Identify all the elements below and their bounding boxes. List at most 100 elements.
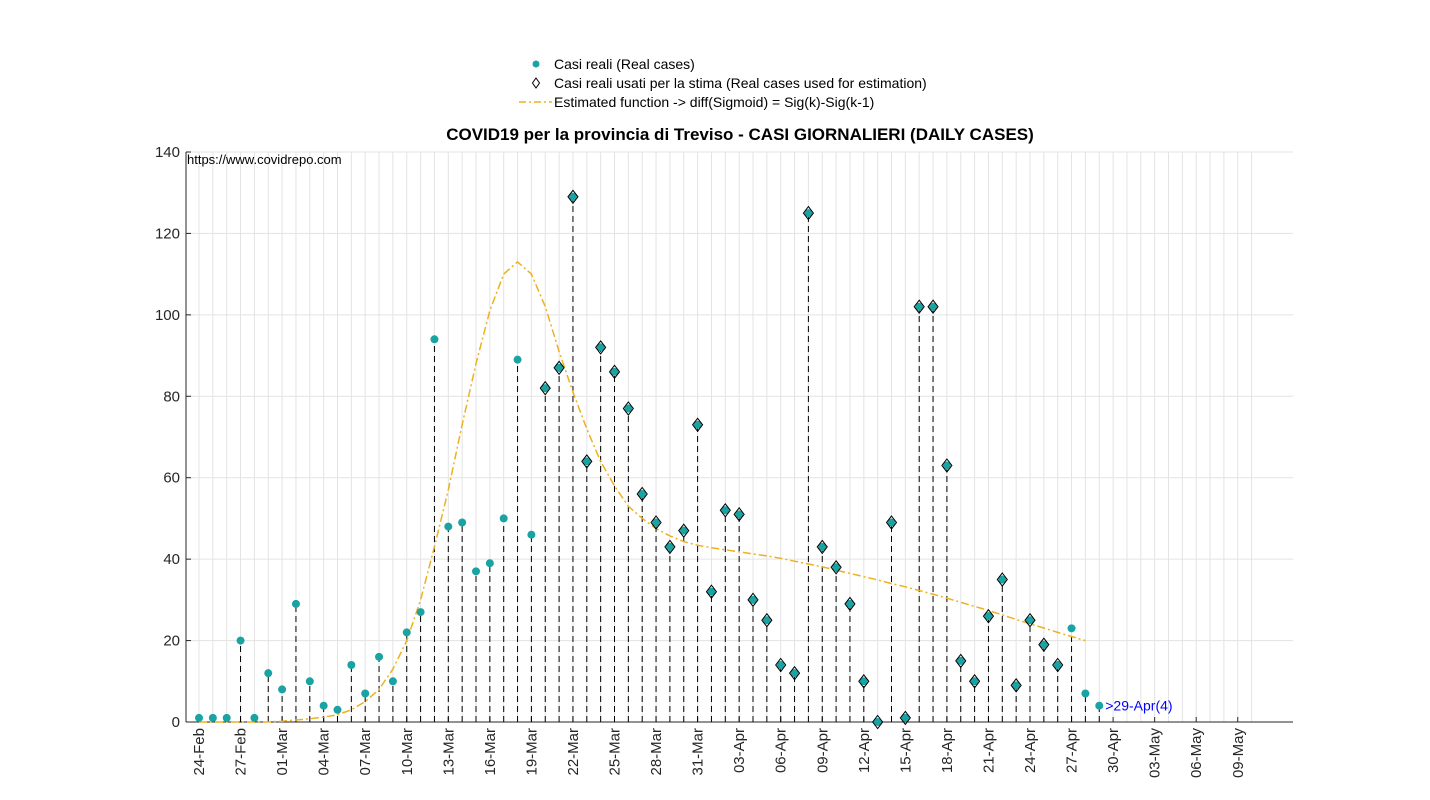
real-case-point: [610, 367, 619, 376]
real-case-point: [790, 669, 799, 678]
estimation-point: [761, 612, 773, 628]
real-case-point: [859, 677, 868, 686]
estimation-point: [1052, 657, 1064, 673]
chart-title: COVID19 per la provincia di Treviso - CA…: [446, 125, 1034, 144]
y-tick-label: 140: [155, 144, 180, 161]
estimation-point: [1038, 637, 1050, 652]
legend-marker-real: [532, 60, 540, 68]
fit-curve-layer: [199, 260, 1086, 723]
markers: [195, 189, 1104, 730]
x-tick-label: 07-Mar: [357, 728, 374, 776]
estimation-point: [872, 714, 884, 730]
real-case-point: [1012, 681, 1021, 690]
x-tick-label: 21-Apr: [980, 728, 997, 773]
real-case-point: [499, 514, 508, 523]
x-tick-label: 12-Apr: [856, 728, 873, 773]
y-tick-label: 60: [163, 470, 180, 487]
real-case-point: [416, 608, 425, 617]
real-case-point: [444, 522, 453, 531]
estimation-point: [581, 454, 593, 469]
real-case-point: [915, 302, 924, 311]
real-case-point: [818, 542, 827, 551]
estimation-point: [927, 299, 939, 315]
real-case-point: [402, 628, 411, 637]
legend: Casi reali (Real cases) Casi reali usati…: [519, 56, 927, 110]
x-tick-label: 04-Mar: [316, 728, 333, 776]
real-case-point: [901, 713, 910, 722]
estimation-point: [1010, 678, 1022, 693]
tick-labels: 0 20 40 60 80 100 120 140 24-Feb 27-Feb 01-Mar 04-M…: [155, 144, 1247, 778]
real-case-point: [873, 718, 882, 726]
legend-label-fit: Estimated function -> diff(Sigmoid) = Si…: [554, 94, 874, 110]
real-case-point: [305, 677, 314, 686]
source-annotation: https://www.covidrepo.com: [187, 152, 342, 167]
x-tick-label: 16-Mar: [482, 728, 499, 776]
real-case-point: [236, 636, 245, 645]
real-case-point: [721, 506, 730, 515]
real-case-point: [333, 705, 342, 714]
real-case-point: [845, 599, 854, 608]
real-case-point: [1026, 616, 1034, 625]
real-case-point: [347, 661, 356, 669]
real-case-point: [804, 209, 813, 218]
real-case-point: [555, 363, 564, 372]
estimation-point: [830, 559, 842, 575]
real-case-point: [693, 420, 702, 429]
real-case-point: [582, 457, 591, 466]
real-case-point: [375, 652, 384, 661]
estimation-point: [691, 417, 704, 433]
real-case-point: [596, 343, 605, 352]
estimation-point: [968, 673, 981, 689]
estimation-point: [733, 507, 745, 522]
real-case-point: [278, 685, 287, 694]
real-case-point: [195, 713, 203, 722]
x-tick-label: 25-Mar: [607, 728, 624, 776]
estimation-point: [719, 502, 731, 518]
estimation-point: [816, 539, 828, 555]
x-tick-label: 06-Apr: [773, 728, 790, 773]
real-case-point: [679, 526, 688, 535]
estimation-point: [1024, 612, 1036, 628]
real-case-point: [1081, 689, 1090, 698]
real-case-point: [541, 384, 550, 393]
estimation-point: [650, 515, 662, 530]
x-tick-label: 19-Mar: [523, 728, 540, 776]
estimation-point: [913, 299, 925, 315]
real-case-point: [638, 490, 647, 498]
estimation-point: [788, 665, 801, 681]
estimation-point: [899, 710, 911, 726]
real-case-point: [624, 404, 633, 413]
real-case-point: [1039, 640, 1048, 649]
real-case-point: [762, 616, 771, 625]
last-point-label: >29-Apr(4): [1105, 698, 1172, 714]
real-case-point: [485, 559, 494, 568]
x-tick-label: 28-Mar: [648, 728, 665, 776]
estimation-point: [982, 608, 995, 624]
x-tick-label: 24-Apr: [1022, 728, 1039, 773]
estimation-point: [802, 205, 815, 221]
y-tick-label: 100: [155, 307, 180, 324]
real-case-point: [568, 192, 577, 201]
real-case-point: [998, 575, 1007, 584]
x-tick-label: 13-Mar: [440, 728, 457, 776]
x-tick-label: 27-Feb: [233, 728, 250, 776]
real-case-point: [942, 461, 951, 470]
real-case-point: [361, 689, 370, 698]
estimation-point: [608, 364, 621, 380]
x-tick-label: 03-May: [1147, 728, 1164, 779]
real-case-point: [929, 302, 938, 311]
x-tick-label: 01-Mar: [274, 728, 291, 776]
y-tick-label: 80: [163, 388, 180, 405]
real-case-point: [970, 677, 979, 686]
estimation-point: [553, 360, 565, 376]
estimation-point: [678, 523, 690, 538]
real-case-point: [388, 677, 397, 686]
x-tick-label: 31-Mar: [690, 728, 707, 776]
x-tick-label: 06-May: [1188, 728, 1205, 779]
real-case-point: [652, 518, 661, 527]
real-case-point: [1095, 701, 1104, 710]
y-tick-label: 120: [155, 225, 180, 242]
x-tick-label: 09-May: [1230, 728, 1247, 779]
x-tick-label: 30-Apr: [1105, 728, 1122, 773]
